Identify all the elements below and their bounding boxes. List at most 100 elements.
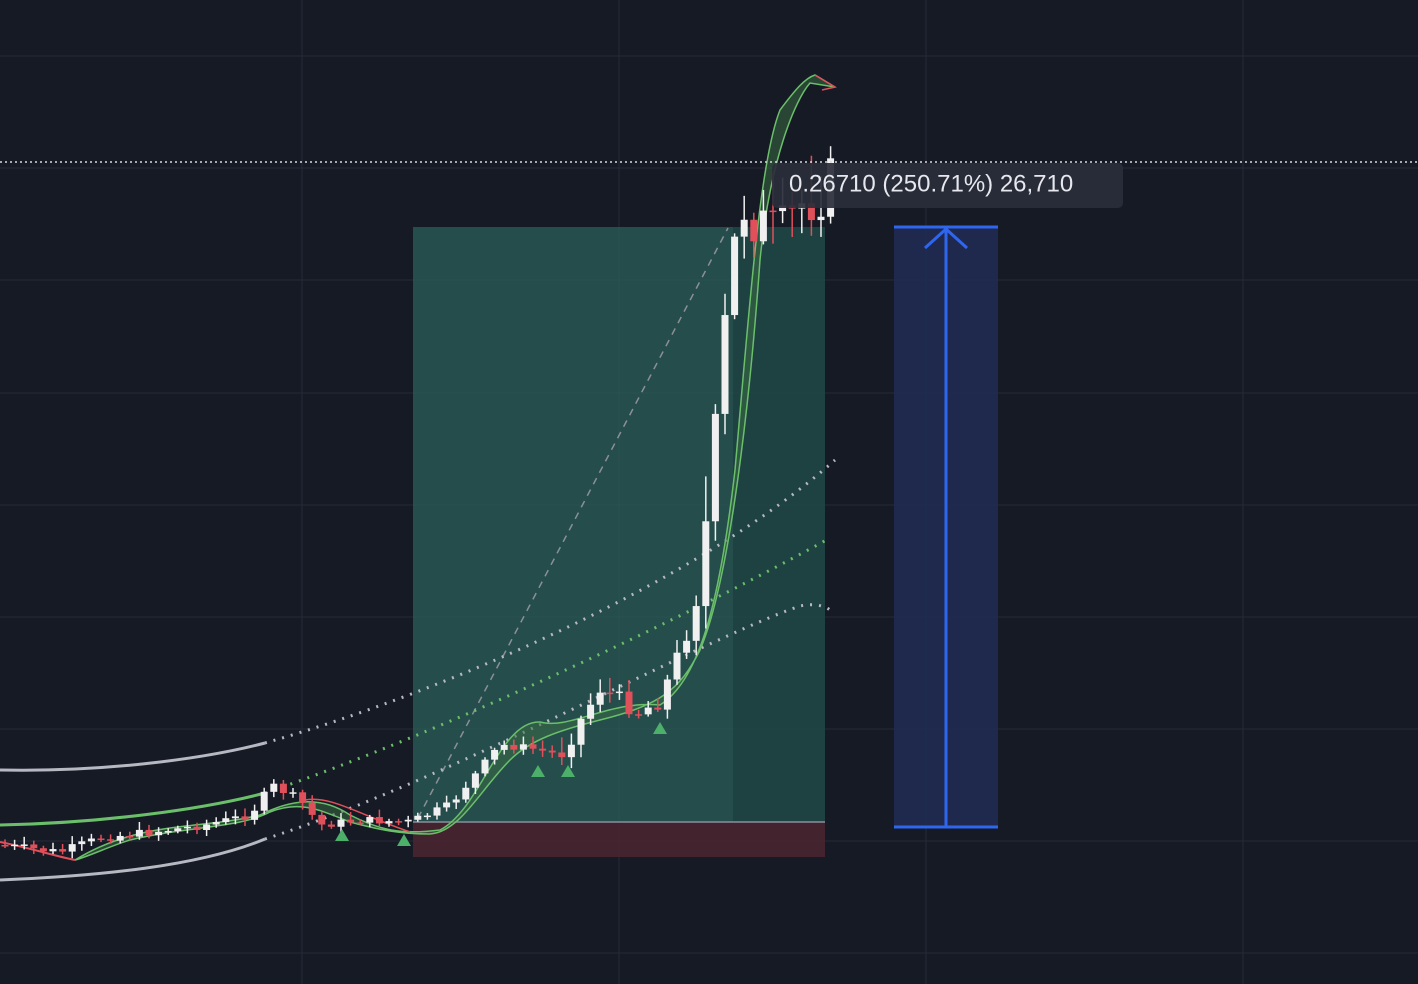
stop-zone — [413, 822, 825, 857]
candle-body — [635, 714, 643, 716]
candle-body — [385, 821, 393, 824]
candle-body — [39, 848, 47, 852]
measure-label-box — [772, 163, 1123, 208]
candle-body — [193, 826, 201, 831]
candle-body — [145, 829, 153, 836]
candle-body — [587, 704, 595, 719]
candle-body — [135, 829, 143, 837]
upper-band-projection — [264, 458, 836, 745]
candle-body — [164, 831, 172, 833]
trend-line-down — [304, 798, 411, 833]
candle-body — [769, 210, 777, 213]
candle-body — [327, 824, 335, 827]
candle-body — [1, 845, 9, 847]
candle-body — [107, 839, 115, 841]
buy-signal — [531, 765, 545, 777]
candle-body — [510, 744, 518, 750]
buy-signal — [561, 765, 575, 777]
candle-body — [673, 652, 681, 680]
candle-body — [203, 824, 211, 831]
candle-body — [731, 236, 739, 316]
candle-body — [78, 841, 86, 845]
buy-signal — [335, 829, 349, 841]
candle-body — [491, 749, 499, 760]
candle-body — [30, 844, 38, 849]
candle-body — [817, 216, 825, 221]
candle-body — [539, 748, 547, 751]
trend-line-down — [0, 841, 76, 861]
candle-body — [740, 219, 748, 237]
candles — [1, 146, 835, 859]
measure-arrowhead — [923, 226, 969, 250]
candle-body — [423, 815, 431, 818]
candle-body — [318, 814, 326, 825]
candle-body — [231, 816, 239, 819]
candle-body — [452, 799, 460, 803]
candle-body — [759, 210, 767, 242]
candle-body — [462, 787, 470, 800]
candle-body — [299, 792, 307, 803]
candle-body — [212, 822, 220, 825]
candle-body — [779, 205, 787, 212]
candle-body — [337, 819, 345, 827]
candle-body — [750, 219, 758, 242]
candle-body — [356, 822, 364, 824]
basis-line — [0, 791, 266, 827]
candle-body — [596, 692, 604, 705]
candle-body — [615, 691, 623, 694]
candle-body — [644, 707, 652, 715]
candle-body — [366, 817, 374, 823]
candle-body — [289, 792, 297, 794]
candle-body — [519, 744, 527, 750]
basis-projection — [264, 536, 831, 795]
candle-body — [702, 521, 710, 607]
upper-band — [0, 741, 266, 772]
candle-body — [11, 844, 19, 847]
candle-body — [260, 791, 268, 811]
candle-body — [548, 750, 556, 753]
candle-body — [59, 849, 67, 852]
candle-body — [692, 606, 700, 641]
candle-body — [721, 315, 729, 414]
candle-body — [663, 679, 671, 710]
candle-body — [126, 835, 134, 838]
candle-body — [433, 807, 441, 816]
candle-body — [87, 838, 95, 842]
candle-body — [347, 819, 355, 823]
candle-body — [155, 831, 163, 836]
candle-body — [241, 816, 249, 820]
candle-body — [174, 828, 182, 832]
candle-body — [116, 835, 124, 841]
candle-body — [481, 759, 489, 774]
buy-signal — [653, 722, 667, 734]
candle-body — [443, 802, 451, 808]
candle-body — [414, 815, 422, 820]
candle-body — [711, 413, 719, 522]
candle-body — [807, 203, 815, 221]
candle-body — [68, 844, 76, 852]
candle-body — [20, 844, 28, 846]
candle-body — [97, 838, 105, 841]
candle-body — [471, 773, 479, 788]
profit-zone-tail — [733, 227, 825, 822]
buy-signal — [397, 834, 411, 846]
candle-body — [222, 818, 230, 823]
candle-body — [279, 783, 287, 794]
candle-body — [270, 783, 278, 792]
candle-body — [375, 817, 383, 824]
candle-body — [395, 821, 403, 823]
candle-body — [529, 744, 537, 749]
candle-body — [577, 718, 585, 745]
signals — [335, 722, 667, 846]
candle-body — [404, 819, 412, 822]
candle-body — [558, 752, 566, 758]
lower-band — [0, 837, 266, 882]
candle-body — [625, 691, 633, 715]
candle-body — [683, 640, 691, 653]
candle-body — [654, 707, 662, 710]
trend-line-down — [814, 74, 837, 91]
candle-body — [500, 744, 508, 750]
candle-body — [567, 744, 575, 758]
